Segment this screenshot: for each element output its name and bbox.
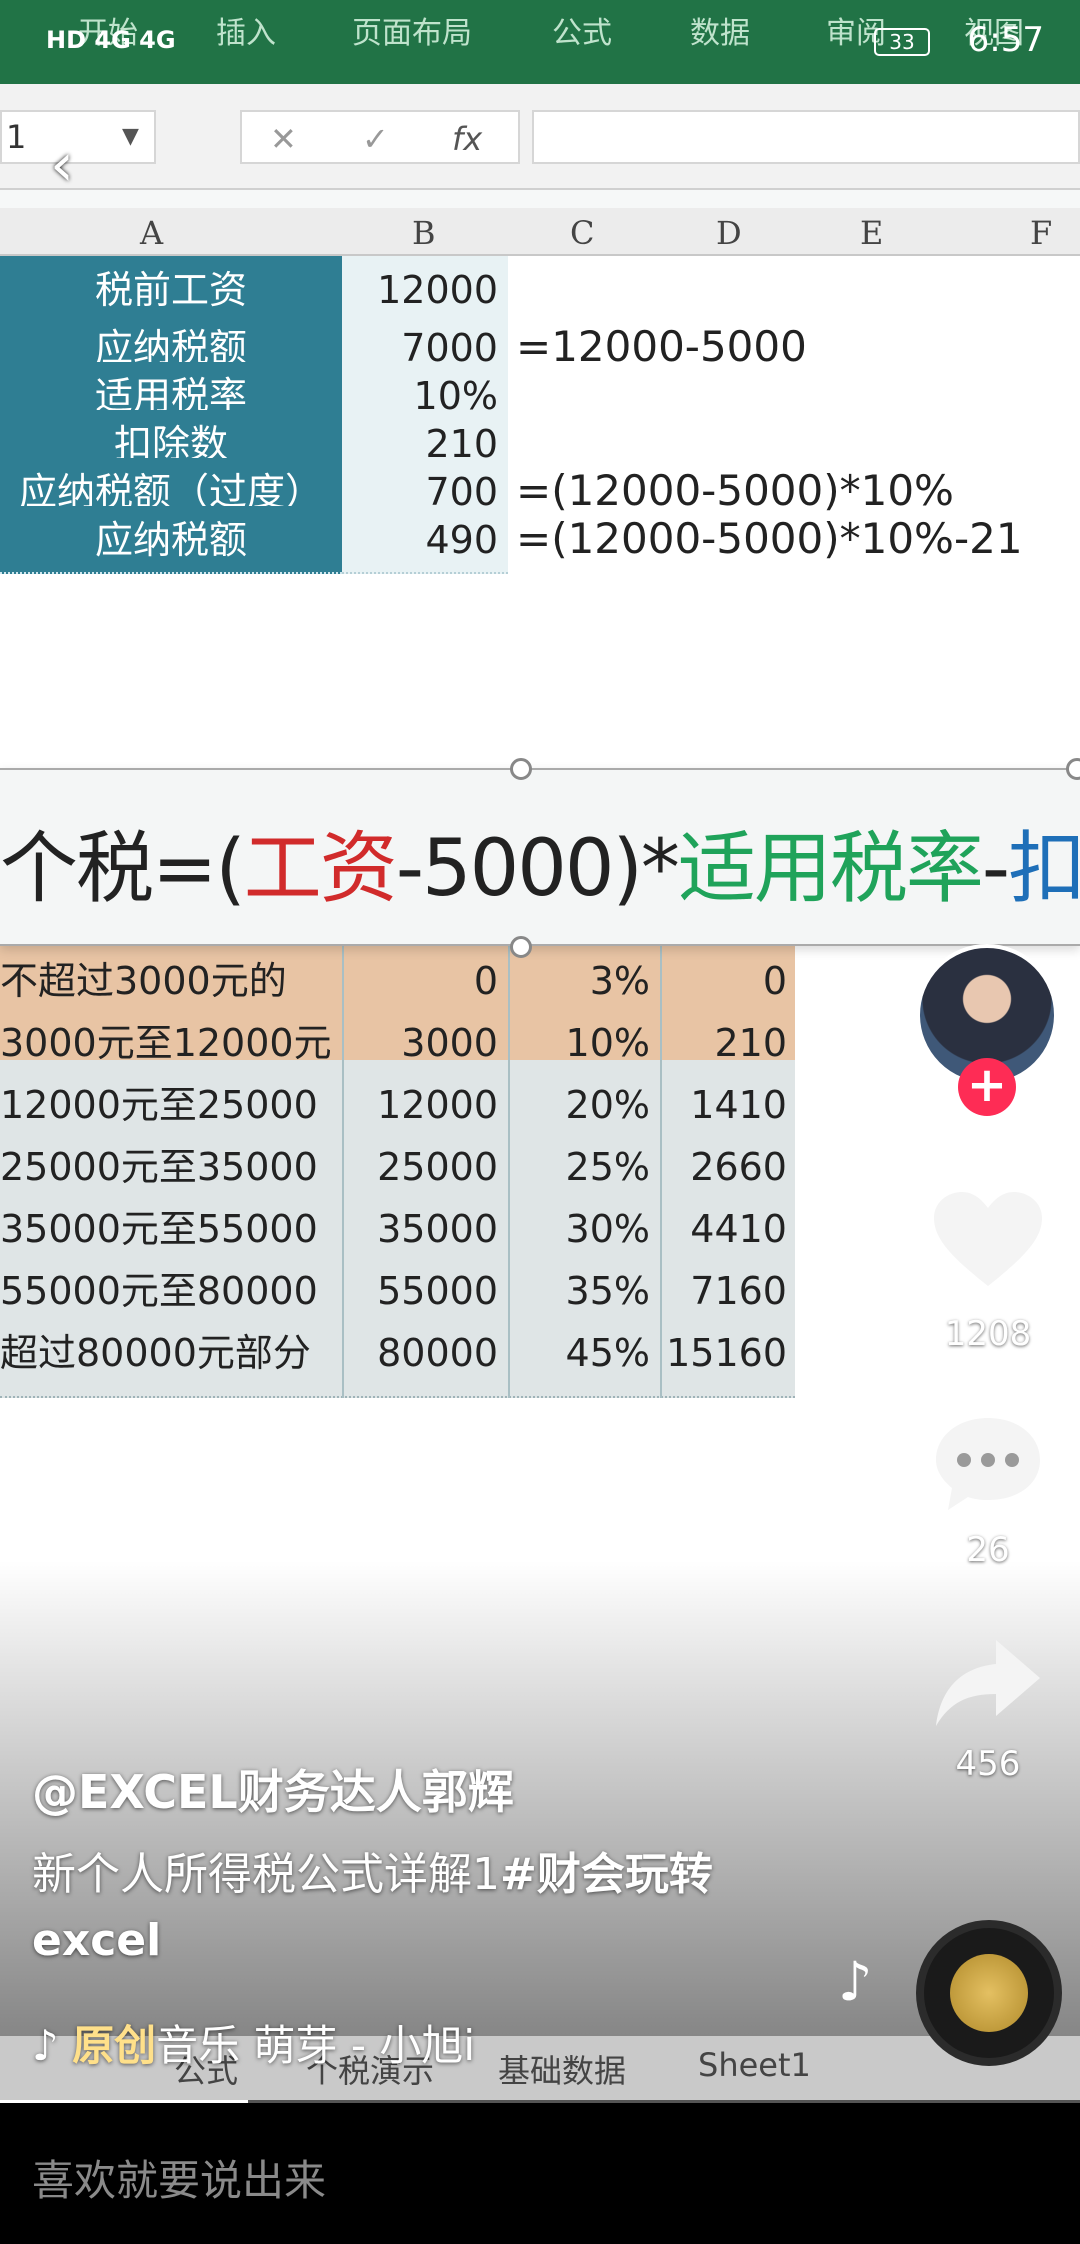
music-info[interactable]: ♪ 原创音乐 萌芽 - 小旭i (32, 2012, 475, 2073)
calc-label: 应纳税额 (0, 506, 342, 574)
cancel-icon: ✕ (270, 120, 297, 158)
video-description: 新个人所得税公式详解1#财会玩转excel (32, 1842, 792, 1974)
table-cell-range: 超过80000元部分 (0, 1308, 342, 1398)
sheet-tab: Sheet1 (698, 2046, 811, 2084)
music-note-small-icon: ♪ (32, 2021, 72, 2070)
column-label: A (140, 214, 163, 252)
video-player[interactable]: 开始 插入 页面布局 公式 数据 审阅 视图 HD 4G 4G 33 6:57 … (0, 0, 1080, 2100)
battery-icon: 33 (874, 28, 930, 56)
name-box: 1 ▼ (0, 110, 156, 164)
formula-prefix: 个税=( (0, 824, 244, 914)
calc-note: =(12000-5000)*10%-21 (516, 514, 1023, 563)
confirm-icon: ✓ (362, 120, 389, 158)
author-name[interactable]: @EXCEL财务达人郭辉 (32, 1756, 514, 1822)
status-bar: HD 4G 4G 33 6:57 (0, 0, 1080, 84)
formula-bar: 1 ▼ ✕ ✓ fx (0, 84, 1080, 190)
follow-button[interactable]: + (958, 1058, 1016, 1116)
clock: 6:57 (968, 20, 1044, 60)
calc-value: 490 (342, 506, 508, 574)
table-row: 超过80000元部分 80000 45% 15160 (0, 1308, 795, 1398)
name-box-value: 1 (6, 118, 26, 156)
like-icon[interactable] (930, 1190, 1046, 1290)
column-label: B (412, 214, 436, 252)
description-text: 新个人所得税公式详解1 (32, 1849, 500, 1900)
comment-input[interactable]: 喜欢就要说出来 (0, 2103, 1080, 2244)
fx-icon: fx (452, 120, 482, 158)
music-disc[interactable] (916, 1920, 1062, 2066)
column-header: A B C D E F (0, 208, 1080, 256)
like-count: 1208 (900, 1314, 1076, 1354)
formula-salary: 工资 (244, 824, 396, 914)
back-icon[interactable]: ‹ (50, 130, 74, 200)
comment-placeholder: 喜欢就要说出来 (32, 2147, 326, 2208)
formula-buttons: ✕ ✓ fx (240, 110, 520, 164)
comment-icon[interactable] (930, 1414, 1046, 1514)
share-count: 456 (900, 1744, 1076, 1784)
resize-handle (510, 936, 532, 958)
share-icon[interactable] (930, 1634, 1046, 1734)
formula-deduct: 扣除数 (1008, 824, 1080, 914)
sheet-tab: 基础数据 (498, 2046, 626, 2092)
formula-rate: 适用税率 (678, 824, 982, 914)
column-label: D (716, 214, 742, 252)
music-original-label: 原创 (72, 2021, 156, 2070)
column-label: F (1030, 214, 1052, 252)
column-label: E (860, 214, 883, 252)
formula-input (532, 110, 1080, 164)
table-cell-deduct: 15160 (660, 1308, 795, 1398)
calc-note: =12000-5000 (516, 322, 807, 371)
table-cell-base: 80000 (342, 1308, 508, 1398)
column-label: C (570, 214, 594, 252)
calc-note: =(12000-5000)*10% (516, 466, 954, 515)
music-title: 音乐 萌芽 - 小旭i (156, 2021, 475, 2070)
music-cover (950, 1954, 1028, 2032)
resize-handle (1066, 758, 1080, 780)
formula-banner: 个税=(工资-5000)*适用税率-扣除数 (0, 768, 1080, 946)
chevron-down-icon: ▼ (122, 112, 139, 162)
resize-handle (510, 758, 532, 780)
comment-count: 26 (900, 1530, 1076, 1570)
formula-text: 个税=(工资-5000)*适用税率-扣除数 (0, 806, 1080, 918)
table-cell-rate: 45% (508, 1308, 660, 1398)
network-indicator: HD 4G 4G (46, 26, 176, 54)
formula-minus: -5000)* (396, 824, 678, 914)
formula-dash: - (982, 824, 1008, 914)
music-note-icon: ♪ (838, 1950, 872, 2013)
